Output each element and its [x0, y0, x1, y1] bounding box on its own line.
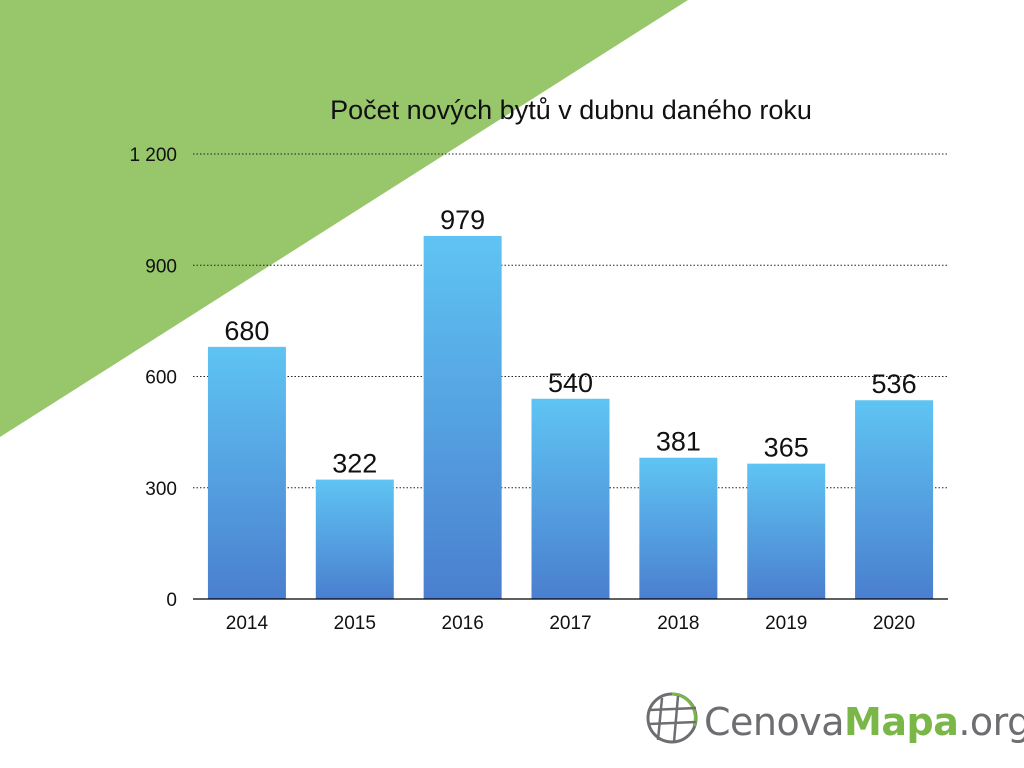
bar-2015 — [315, 479, 394, 599]
x-tick-label: 2019 — [765, 613, 807, 634]
data-label: 680 — [224, 316, 269, 346]
bar-2019 — [747, 463, 826, 599]
data-label: 979 — [440, 205, 485, 235]
chart-title: Počet nových bytů v dubnu daného roku — [330, 95, 812, 125]
bar-2016 — [423, 235, 502, 599]
data-label: 540 — [548, 368, 593, 398]
x-tick-label: 2015 — [334, 613, 376, 634]
logo-text-mapa: Mapa — [844, 700, 959, 744]
x-tick-label: 2018 — [657, 613, 699, 634]
y-tick-label: 300 — [145, 479, 177, 500]
logo-text-org: .org — [958, 700, 1024, 744]
globe-icon — [646, 692, 698, 744]
x-tick-label: 2020 — [873, 613, 915, 634]
logo: CenovaMapa.org — [642, 688, 1024, 758]
y-tick-label: 1 200 — [129, 145, 177, 166]
bar-2020 — [855, 400, 934, 599]
data-label: 322 — [332, 449, 377, 479]
data-label: 381 — [656, 427, 701, 457]
bar-2017 — [531, 398, 610, 599]
x-tick-label: 2016 — [442, 613, 484, 634]
y-tick-label: 900 — [145, 256, 177, 277]
data-label: 365 — [764, 433, 809, 463]
logo-text: CenovaMapa.org — [704, 700, 1024, 744]
data-label: 536 — [872, 369, 917, 399]
bar-2014 — [207, 346, 286, 599]
y-tick-label: 0 — [166, 590, 177, 611]
logo-text-cenova: Cenova — [704, 700, 845, 744]
y-tick-label: 600 — [145, 368, 177, 389]
bar-2018 — [639, 457, 718, 599]
x-tick-label: 2017 — [549, 613, 591, 634]
x-tick-label: 2014 — [226, 613, 269, 634]
